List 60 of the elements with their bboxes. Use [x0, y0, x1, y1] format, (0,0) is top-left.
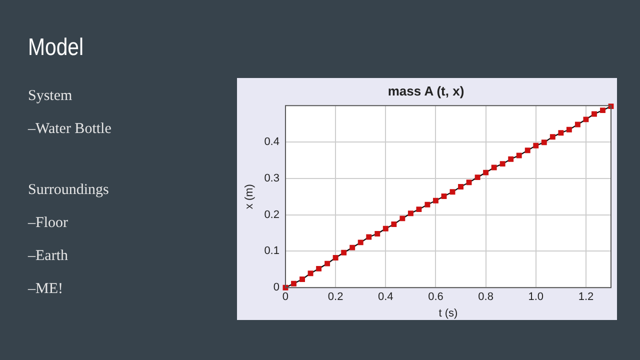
- text: –Floor: [28, 215, 70, 233]
- point: [592, 111, 597, 117]
- y-tick-label: 0.2: [264, 208, 280, 221]
- point: [474, 174, 480, 180]
- text: –ME!: [28, 281, 64, 299]
- point: [308, 270, 314, 276]
- point: [583, 116, 589, 122]
- point: [382, 226, 388, 232]
- x-tick-label: 0: [282, 291, 289, 304]
- text: System: [28, 88, 74, 106]
- point: [516, 152, 522, 158]
- point: [291, 280, 296, 286]
- y-tick-label: 0.1: [264, 245, 280, 258]
- chart-title: mass A (t, x): [388, 83, 464, 98]
- point: [558, 130, 564, 136]
- x-tick-label: 0.6: [428, 291, 444, 304]
- point: [366, 234, 372, 240]
- point: [550, 134, 556, 140]
- point: [433, 198, 438, 204]
- point: [408, 210, 414, 216]
- point: [541, 140, 547, 146]
- point: [508, 156, 514, 162]
- point: [483, 170, 489, 176]
- text: –Water Bottle: [28, 121, 112, 139]
- text: Surroundings: [28, 182, 110, 200]
- y-axis-title: x (m): [244, 184, 256, 210]
- point: [524, 148, 530, 154]
- y-tick-label: 0: [273, 282, 280, 294]
- point: [600, 108, 606, 114]
- x-tick-label: 1.0: [528, 291, 544, 304]
- point: [566, 126, 572, 132]
- point: [450, 189, 456, 195]
- point: [533, 142, 539, 148]
- point: [324, 260, 330, 266]
- point: [332, 255, 338, 260]
- point: [466, 180, 472, 186]
- point: [300, 276, 305, 282]
- point: [341, 250, 347, 256]
- point: [491, 164, 497, 170]
- point: [316, 266, 322, 272]
- point: [350, 244, 356, 250]
- point: [458, 184, 464, 190]
- point: [574, 122, 580, 128]
- point: [400, 216, 406, 222]
- point: [441, 194, 447, 199]
- point: [374, 231, 380, 236]
- point: [416, 206, 422, 212]
- x-axis-title: t (s): [438, 307, 458, 320]
- x-tick-label: 0.2: [328, 291, 344, 304]
- point: [358, 240, 364, 246]
- x-tick-label: 0.4: [378, 291, 394, 304]
- y-tick-label: 0.3: [264, 172, 280, 184]
- x-tick-label: 0.8: [478, 291, 494, 304]
- point: [391, 222, 397, 227]
- point: [424, 202, 430, 208]
- text: Model: [28, 34, 84, 62]
- y-tick-label: 0.4: [264, 136, 280, 148]
- x-tick-label: 1.2: [578, 291, 594, 304]
- point: [500, 161, 506, 167]
- text: –Earth: [28, 248, 69, 266]
